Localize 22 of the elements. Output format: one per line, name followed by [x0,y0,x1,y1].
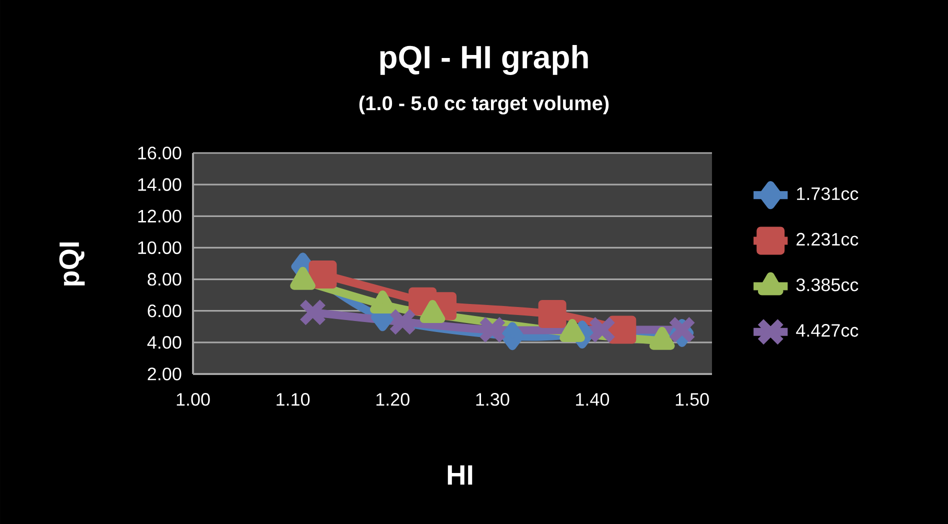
y-axis-title: pQI [59,242,85,286]
y-tick-label: 2.00 [148,368,182,380]
y-tick-label: 10.00 [138,241,182,254]
y-tick-label: 4.00 [147,336,182,349]
legend-label: 1.731cc [797,187,858,200]
x-tick-label: 1.20 [376,393,410,406]
x-tick-label: 1.00 [176,393,210,406]
chart-subtitle: (1.0 - 5.0 cc target volume) [359,96,609,114]
chart-title: pQI - HI graph [380,45,588,75]
x-tick-label: 1.10 [276,393,310,406]
x-tick-label: 1.50 [676,393,709,406]
x-tick-label: 1.30 [476,393,510,406]
legend-label: 2.231cc [796,232,858,246]
y-tick-label: 16.00 [138,146,182,160]
y-tick-label: 8.00 [148,272,182,286]
legend-label: 3.385cc [796,278,858,292]
legend-label: 4.427cc [796,324,858,337]
y-tick-label: 14.00 [138,178,182,191]
y-tick-label: 6.00 [148,304,182,318]
x-tick-label: 1.40 [576,393,610,406]
x-axis-title: HI [448,465,472,485]
y-tick-label: 12.00 [138,210,182,223]
